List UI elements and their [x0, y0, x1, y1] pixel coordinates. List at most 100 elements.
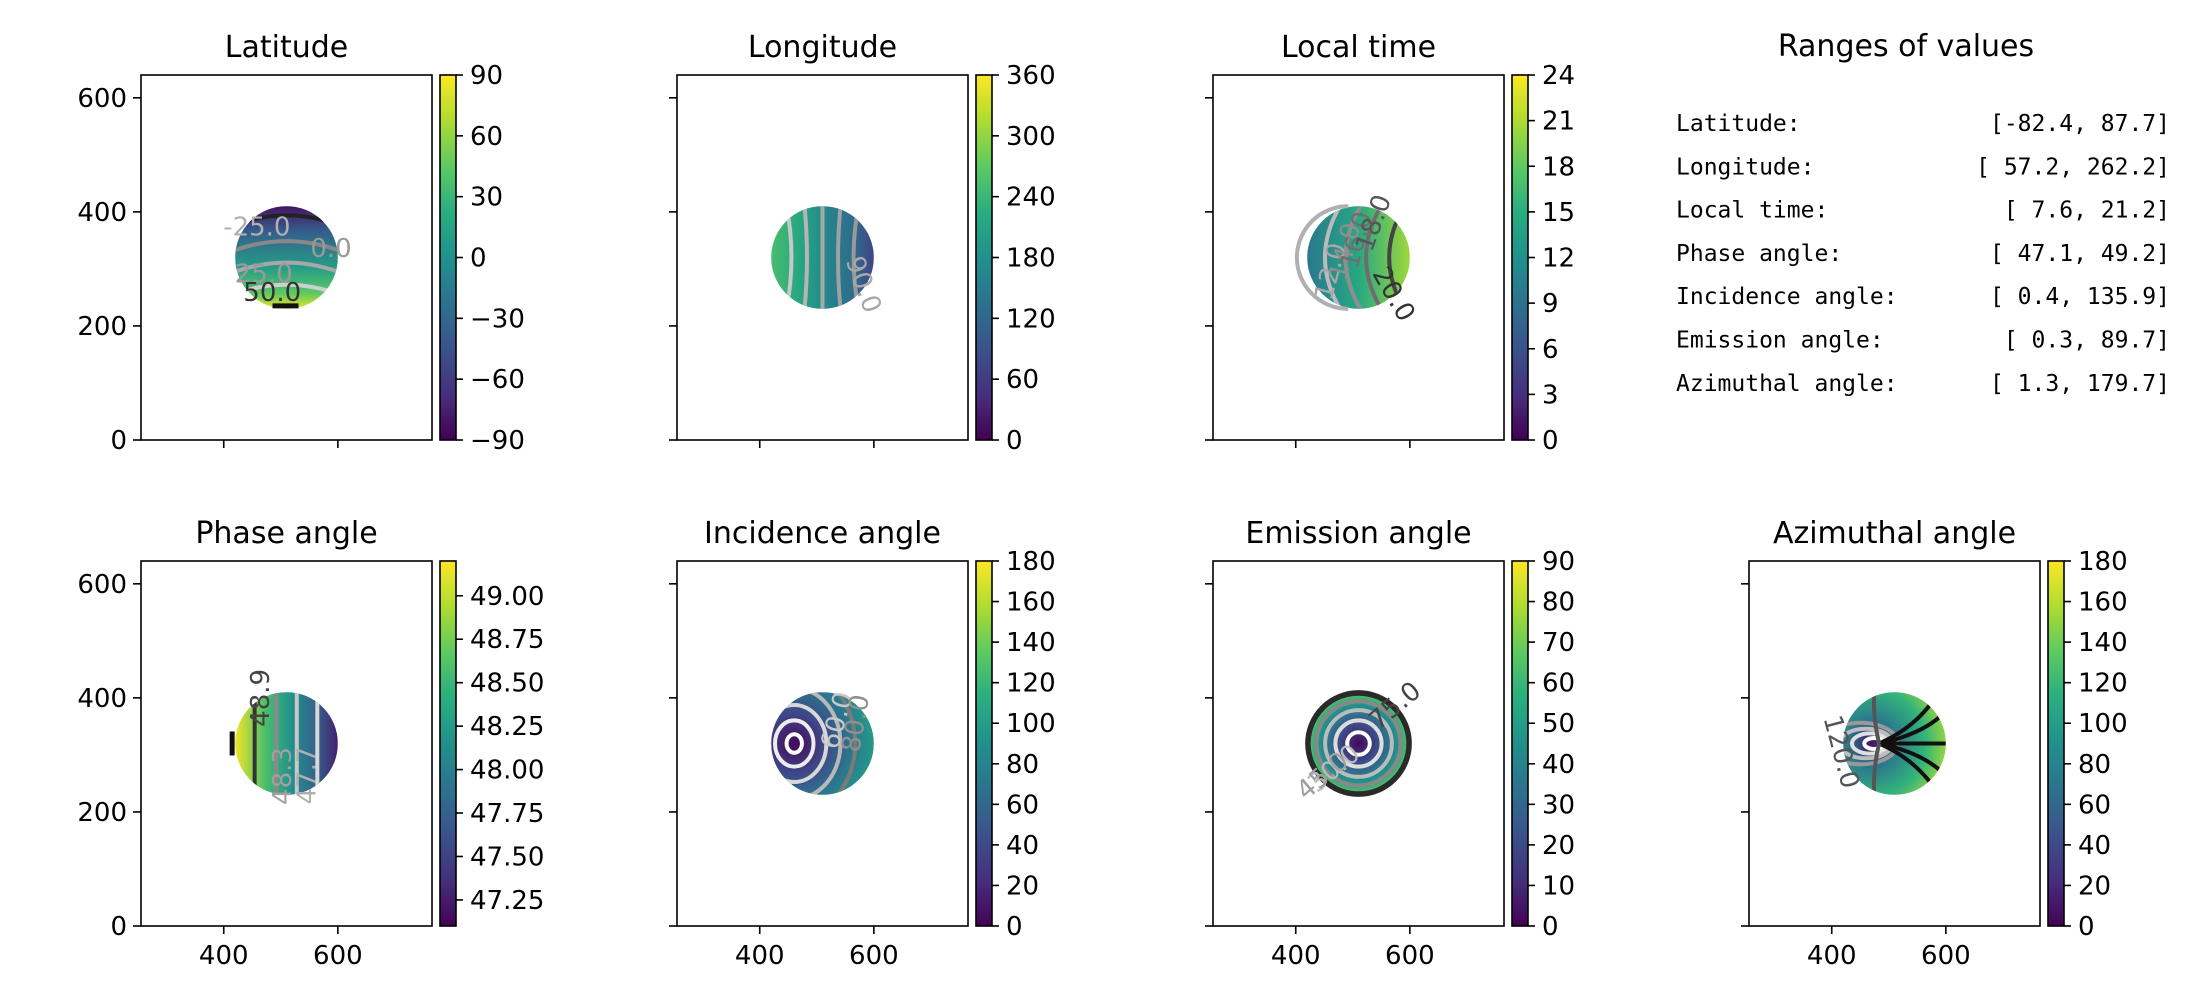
colorbar-tick-label: 10	[1542, 871, 1575, 901]
table-row-value: [ 0.4, 135.9]	[1990, 284, 2170, 310]
panels: Latitude-25.00.025.050.00200400600−90−60…	[77, 29, 2170, 971]
colorbar-tick-label: 180	[2078, 547, 2128, 577]
colorbar-tick-label: 240	[1006, 183, 1056, 213]
panel: Phase angle 48.9 48.347.7 400 600 0 200 400 600 4…	[77, 516, 544, 971]
colorbar-tick-label: 12	[1542, 244, 1575, 274]
colorbar-tick-label: 15	[1542, 198, 1575, 228]
colorbar-bar	[1511, 74, 1529, 441]
panel-title: Azimuthal angle	[1773, 516, 2016, 551]
colorbar-bar	[975, 74, 993, 441]
colorbar: 47.25 47.50 47.75 48.00 48.25 48.50 48.75 49.00	[439, 560, 544, 927]
contour-line	[1878, 741, 1946, 795]
y-tick-label: 400	[77, 684, 127, 714]
colorbar-tick-label: 18	[1542, 152, 1575, 182]
colorbar-tick-label: 0	[470, 244, 487, 274]
colorbar: 0 20 40 60 80 100 120 140 160 180	[975, 547, 1056, 942]
panel: Local time12.014.016.018.020.00369121518…	[1205, 30, 1575, 456]
panel-title: Ranges of values	[1778, 29, 2034, 64]
colorbar: 0 3 6 9 12 15 18 21 24	[1511, 61, 1575, 456]
contour-line	[1294, 204, 1349, 311]
disk-fill	[235, 692, 338, 795]
y-tick-label: 0	[110, 426, 127, 456]
disk-image	[1307, 206, 1410, 309]
colorbar-tick-label: 3	[1542, 380, 1559, 410]
disk-image	[235, 692, 338, 795]
panel-title: Phase angle	[195, 516, 377, 551]
contour-line	[772, 718, 816, 769]
disk-image	[1843, 692, 1946, 795]
colorbar-tick-label: 48.75	[470, 625, 544, 655]
colorbar-tick-label: 47.50	[470, 842, 544, 872]
x-tick-label: 400	[735, 941, 785, 971]
contour-label: 48.9	[246, 669, 276, 727]
contour-line	[802, 206, 809, 309]
colorbar-tick-label: 20	[1542, 831, 1575, 861]
colorbar-tick-label: 60	[1542, 669, 1575, 699]
colorbar-tick-label: 47.25	[470, 886, 544, 916]
colorbar-tick-label: 0	[1006, 426, 1023, 456]
colorbar-tick-label: 360	[1006, 61, 1056, 91]
x-tick-label: 600	[1385, 941, 1435, 971]
colorbar-tick-label: 80	[2078, 750, 2111, 780]
contour-line	[1878, 692, 1946, 746]
table-row-label: Local time:	[1676, 198, 1828, 224]
panel: Latitude-25.00.025.050.00200400600−90−60…	[77, 30, 525, 456]
colorbar-bar	[1511, 560, 1529, 927]
axes-frame	[140, 74, 433, 441]
contour-label: 50.0	[243, 278, 301, 308]
colorbar: 0 60 120 180 240 300 360	[975, 61, 1056, 456]
table-row-value: [ 57.2, 262.2]	[1976, 154, 2170, 180]
colorbar-tick-label: 30	[470, 183, 503, 213]
disk-image	[771, 692, 874, 795]
contour-line	[1323, 206, 1342, 309]
contour-line	[1314, 699, 1403, 788]
colorbar-tick-label: 140	[2078, 628, 2128, 658]
colorbar-tick-label: 24	[1542, 61, 1575, 91]
colorbar-tick-label: 100	[1006, 709, 1056, 739]
colorbar-tick-label: −60	[470, 365, 525, 395]
colorbar-tick-label: 20	[2078, 871, 2111, 901]
colorbar-tick-label: 40	[1542, 750, 1575, 780]
y-tick-label: 600	[77, 84, 127, 114]
contour-line	[235, 260, 338, 274]
colorbar-tick-label: 50	[1542, 709, 1575, 739]
contour-label: 47.7	[293, 746, 323, 804]
panel-title: Emission angle	[1245, 516, 1471, 551]
contour-label: -25.0	[223, 212, 290, 242]
contour-line	[771, 692, 843, 795]
contour-label: 48.3	[268, 747, 298, 805]
panel-title: Incidence angle	[704, 516, 941, 551]
colorbar-tick-label: 40	[1006, 831, 1039, 861]
colorbar-tick-label: 47.75	[470, 799, 544, 829]
table-row-label: Emission angle:	[1676, 328, 1884, 354]
colorbar-bar	[975, 560, 993, 927]
contour-line	[235, 239, 338, 252]
colorbar-tick-label: 60	[1006, 790, 1039, 820]
colorbar-tick-label: 0	[1542, 426, 1559, 456]
contour-line	[771, 692, 858, 795]
contour-line	[1343, 206, 1363, 309]
colorbar-tick-label: 160	[1006, 588, 1056, 618]
axes-frame	[1212, 74, 1505, 441]
colorbar-tick-label: 300	[1006, 122, 1056, 152]
contour-line	[1871, 743, 1882, 795]
colorbar-tick-label: 21	[1542, 107, 1575, 137]
axes-frame	[140, 560, 433, 927]
colorbar-tick-label: 0	[1006, 912, 1023, 942]
contour-line	[1364, 206, 1383, 309]
colorbar-tick-label: 0	[2078, 912, 2095, 942]
colorbar-tick-label: 120	[2078, 669, 2128, 699]
contour-line	[1333, 718, 1384, 769]
x-tick-label: 400	[199, 941, 249, 971]
colorbar-tick-label: 20	[1006, 871, 1039, 901]
panel-title: Latitude	[225, 30, 348, 65]
colorbar-bar	[439, 74, 457, 441]
contours	[771, 692, 858, 795]
y-tick-label: 200	[77, 798, 127, 828]
x-tick-label: 400	[1807, 941, 1857, 971]
colorbar-tick-label: 0	[1542, 912, 1559, 942]
